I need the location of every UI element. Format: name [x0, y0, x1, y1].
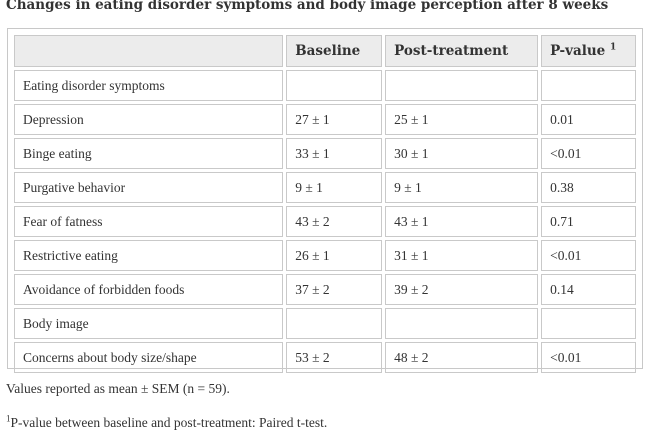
- baseline-cell: [286, 70, 383, 101]
- table-row: Fear of fatness 43 ± 2 43 ± 1 0.71: [14, 206, 636, 237]
- table-row: Concerns about body size/shape 53 ± 2 48…: [14, 342, 636, 373]
- p-value-cell: 0.71: [541, 206, 636, 237]
- header-empty-cell: [14, 35, 284, 67]
- row-label: Body image: [14, 308, 284, 339]
- row-label: Avoidance of forbidden foods: [14, 274, 284, 305]
- p-value-cell: <0.01: [541, 240, 636, 271]
- p-value-cell: 0.01: [541, 104, 636, 135]
- footnote-values: Values reported as mean ± SEM (n = 59).: [6, 381, 230, 396]
- table-row: Restrictive eating 26 ± 1 31 ± 1 <0.01: [14, 240, 636, 271]
- table-row: Purgative behavior 9 ± 1 9 ± 1 0.38: [14, 172, 636, 203]
- table-row: Depression 27 ± 1 25 ± 1 0.01: [14, 104, 636, 135]
- post-treatment-cell: 9 ± 1: [385, 172, 539, 203]
- footnote-p-value-text: P-value between baseline and post-treatm…: [10, 415, 328, 430]
- post-treatment-cell: [385, 70, 539, 101]
- post-treatment-cell: 30 ± 1: [385, 138, 539, 169]
- p-value-cell: [541, 308, 636, 339]
- baseline-cell: 33 ± 1: [286, 138, 383, 169]
- header-post-treatment: Post-treatment: [385, 35, 539, 67]
- table-row: Binge eating 33 ± 1 30 ± 1 <0.01: [14, 138, 636, 169]
- p-value-cell: <0.01: [541, 138, 636, 169]
- footnote-marker: 1: [6, 413, 11, 424]
- row-label: Restrictive eating: [14, 240, 284, 271]
- table-row: Eating disorder symptoms: [14, 70, 636, 101]
- header-p-value-label: P-value: [550, 43, 606, 59]
- p-value-cell: 0.38: [541, 172, 636, 203]
- p-value-cell: <0.01: [541, 342, 636, 373]
- baseline-cell: 26 ± 1: [286, 240, 383, 271]
- baseline-cell: 37 ± 2: [286, 274, 383, 305]
- table-caption: Changes in eating disorder symptoms and …: [6, 0, 609, 13]
- p-value-cell: 0.14: [541, 274, 636, 305]
- header-baseline: Baseline: [286, 35, 383, 67]
- row-label: Depression: [14, 104, 284, 135]
- footnote-p-value: 1P-value between baseline and post-treat…: [6, 413, 328, 431]
- row-label: Fear of fatness: [14, 206, 284, 237]
- row-label: Purgative behavior: [14, 172, 284, 203]
- header-p-value: P-value 1: [541, 35, 636, 67]
- post-treatment-cell: 48 ± 2: [385, 342, 539, 373]
- post-treatment-cell: 43 ± 1: [385, 206, 539, 237]
- table-row: Avoidance of forbidden foods 37 ± 2 39 ±…: [14, 274, 636, 305]
- p-value-cell: [541, 70, 636, 101]
- baseline-cell: 9 ± 1: [286, 172, 383, 203]
- post-treatment-cell: 39 ± 2: [385, 274, 539, 305]
- baseline-cell: 53 ± 2: [286, 342, 383, 373]
- results-table: Baseline Post-treatment P-value 1 Eating…: [11, 32, 639, 376]
- post-treatment-cell: 31 ± 1: [385, 240, 539, 271]
- post-treatment-cell: 25 ± 1: [385, 104, 539, 135]
- header-p-value-superscript: 1: [609, 42, 617, 53]
- results-table-container: Baseline Post-treatment P-value 1 Eating…: [7, 28, 643, 373]
- table-header-row: Baseline Post-treatment P-value 1: [14, 35, 636, 67]
- row-label: Binge eating: [14, 138, 284, 169]
- row-label: Concerns about body size/shape: [14, 342, 284, 373]
- baseline-cell: [286, 308, 383, 339]
- baseline-cell: 27 ± 1: [286, 104, 383, 135]
- table-row: Body image: [14, 308, 636, 339]
- row-label: Eating disorder symptoms: [14, 70, 284, 101]
- post-treatment-cell: [385, 308, 539, 339]
- baseline-cell: 43 ± 2: [286, 206, 383, 237]
